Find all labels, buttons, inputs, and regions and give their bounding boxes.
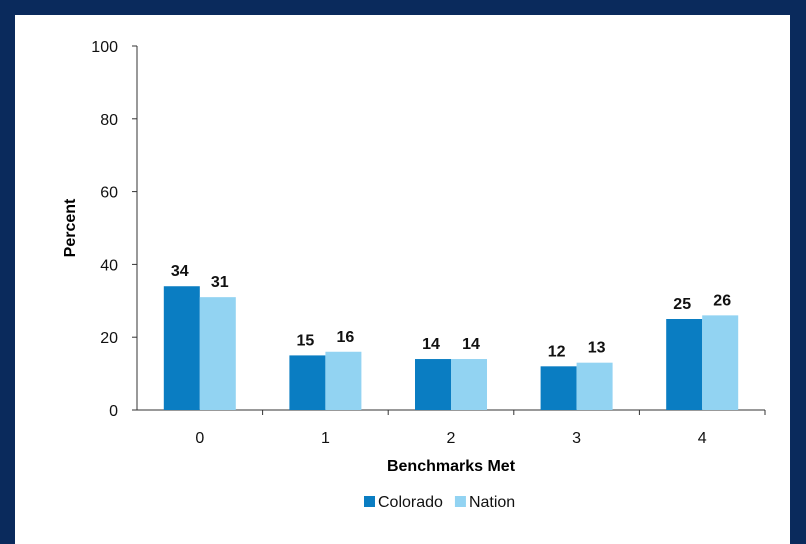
bar-nation	[702, 315, 739, 410]
bar-nation	[199, 297, 236, 410]
bar-nation	[325, 351, 362, 410]
y-tick-label: 100	[91, 39, 118, 56]
bar-colorado	[289, 355, 326, 410]
data-label: 13	[588, 340, 606, 357]
x-tick-label: 4	[698, 430, 707, 447]
bar-colorado	[666, 319, 703, 410]
bar-colorado	[163, 286, 200, 410]
y-axis: 0 20 40 60 80 100	[91, 39, 138, 420]
y-tick-label: 60	[100, 185, 118, 202]
data-label: 16	[337, 329, 355, 346]
data-labels: 34 31 15 16 14 14 12 13 25 26	[171, 263, 731, 360]
legend: Colorado Nation	[364, 494, 515, 511]
y-tick-label: 0	[109, 403, 118, 420]
legend-label-colorado: Colorado	[378, 494, 443, 511]
data-label: 14	[462, 336, 480, 353]
bar-colorado	[415, 359, 451, 410]
bar-nation	[451, 359, 487, 410]
data-label: 15	[297, 332, 315, 349]
x-axis-title: Benchmarks Met	[387, 458, 516, 475]
x-tick-label: 2	[447, 430, 456, 447]
data-label: 14	[422, 336, 440, 353]
data-label: 12	[548, 343, 566, 360]
x-tick-label: 1	[321, 430, 330, 447]
data-label: 26	[713, 292, 731, 309]
y-tick-label: 40	[100, 257, 118, 274]
legend-label-nation: Nation	[469, 494, 515, 511]
y-axis-title: Percent	[62, 198, 79, 257]
x-tick-label: 0	[195, 430, 204, 447]
data-label: 31	[211, 274, 229, 291]
x-tick-label: 3	[572, 430, 581, 447]
legend-swatch-nation	[454, 496, 466, 507]
chart-frame	[15, 15, 790, 544]
y-tick-label: 20	[100, 330, 118, 347]
bars	[163, 286, 739, 410]
bar-colorado	[540, 366, 577, 410]
y-tick-label: 80	[100, 112, 118, 129]
data-label: 25	[673, 296, 691, 313]
x-axis: 0 1 2 3 4	[137, 409, 766, 447]
legend-swatch-colorado	[364, 496, 375, 507]
bar-nation	[576, 362, 613, 410]
data-label: 34	[171, 263, 189, 280]
